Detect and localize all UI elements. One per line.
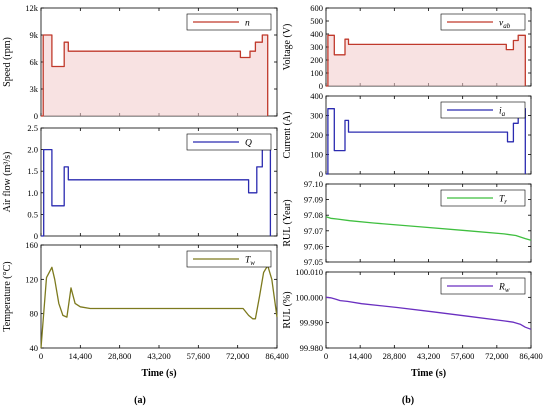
chart-panel-4: 0 100 200 300 400 ia Current (A) bbox=[282, 91, 532, 179]
series-line bbox=[41, 34, 269, 117]
x-tick-label: 28,800 bbox=[383, 351, 406, 361]
x-tick-label: 57,600 bbox=[451, 351, 474, 361]
x-tick-label: 43,200 bbox=[147, 351, 170, 361]
x-tick-label: 28,800 bbox=[108, 351, 131, 361]
legend-label: ia bbox=[499, 107, 506, 119]
y-tick-label: 400 bbox=[310, 91, 323, 101]
y-tick-label: 12k bbox=[25, 3, 39, 13]
series-area bbox=[41, 35, 268, 116]
y-tick-label: 160 bbox=[25, 240, 38, 250]
chart-panel-5: 97.05 97.06 97.07 97.08 97.09 97.10 Tr RUL (Yea… bbox=[282, 179, 532, 267]
y-tick-label: 100.010 bbox=[295, 267, 323, 277]
y-tick-label: 97.05 bbox=[304, 257, 323, 267]
chart-panel-1: 0 0.5 1.0 1.5 2.0 2.5 Q Air flow (m³/s) bbox=[2, 123, 278, 241]
y-tick-label: 97.09 bbox=[304, 195, 323, 205]
y-tick-label: 40 bbox=[30, 343, 39, 353]
x-tick-label: 14,400 bbox=[348, 351, 371, 361]
y-axis-label: Current (A) bbox=[282, 112, 293, 159]
y-tick-label: 1.5 bbox=[27, 166, 38, 176]
x-tick-label: 0 bbox=[39, 351, 43, 361]
series-area bbox=[326, 35, 526, 86]
y-tick-label: 97.07 bbox=[304, 226, 323, 236]
chart-panel-0: 0 3k 6k 9k 12k n Speed (rpm) bbox=[2, 3, 278, 121]
y-axis-label: RUL (%) bbox=[282, 291, 293, 328]
legend-label: n bbox=[245, 19, 250, 29]
y-tick-label: 2.0 bbox=[27, 145, 38, 155]
y-tick-label: 100 bbox=[310, 150, 323, 160]
y-tick-label: 97.08 bbox=[304, 210, 323, 220]
x-tick-label: 43,200 bbox=[417, 351, 440, 361]
x-tick-label: 72,000 bbox=[485, 351, 508, 361]
y-tick-label: 200 bbox=[310, 55, 323, 65]
y-axis-label: Speed (rpm) bbox=[2, 37, 13, 87]
y-tick-label: 120 bbox=[25, 274, 38, 284]
x-axis-label: Time (s) bbox=[141, 368, 176, 379]
x-tick-label: 57,600 bbox=[187, 351, 210, 361]
chart-panel-6: 99.980 99.990 100.000 100.010 0 14,400 28,800 4… bbox=[282, 267, 543, 379]
y-axis-label: Air flow (m³/s) bbox=[2, 152, 13, 213]
x-tick-label: 86,400 bbox=[519, 351, 542, 361]
y-axis-label: RUL (Year) bbox=[282, 199, 293, 246]
y-tick-label: 1.0 bbox=[27, 188, 38, 198]
y-tick-label: 99.990 bbox=[300, 318, 323, 328]
y-tick-label: 600 bbox=[310, 3, 323, 13]
x-tick-label: 0 bbox=[324, 351, 328, 361]
y-axis-label: Temperature (°C) bbox=[2, 261, 13, 331]
y-tick-label: 3k bbox=[30, 84, 39, 94]
legend-label: Rw bbox=[498, 283, 510, 295]
y-tick-label: 300 bbox=[310, 111, 323, 121]
y-tick-label: 400 bbox=[310, 29, 323, 39]
y-tick-label: 500 bbox=[310, 16, 323, 26]
y-tick-label: 97.10 bbox=[304, 179, 323, 189]
y-tick-label: 2.5 bbox=[27, 123, 38, 133]
y-tick-label: 99.980 bbox=[300, 343, 323, 353]
series-line bbox=[325, 216, 532, 241]
y-tick-label: 100 bbox=[310, 68, 323, 78]
chart-panel-3: 0 100 200 300 400 500 600 vab Voltage (V) bbox=[282, 3, 532, 91]
series-line bbox=[326, 108, 526, 175]
y-axis-label: Voltage (V) bbox=[282, 24, 293, 71]
series-line bbox=[41, 148, 272, 237]
x-tick-label: 72,000 bbox=[226, 351, 249, 361]
series-line bbox=[326, 34, 526, 87]
y-tick-label: 9k bbox=[30, 30, 39, 40]
series-line bbox=[325, 296, 532, 330]
x-axis-label: Time (s) bbox=[411, 368, 446, 379]
panel-label-a: (a) bbox=[134, 395, 146, 406]
y-tick-label: 0.5 bbox=[27, 209, 38, 219]
panel-label-b: (b) bbox=[402, 395, 414, 406]
y-tick-label: 0 bbox=[34, 111, 38, 121]
y-tick-label: 0 bbox=[34, 231, 38, 241]
y-tick-label: 80 bbox=[30, 309, 39, 319]
x-tick-label: 14,400 bbox=[69, 351, 92, 361]
y-tick-label: 100.000 bbox=[295, 292, 323, 302]
y-tick-label: 97.06 bbox=[304, 241, 323, 251]
y-tick-label: 300 bbox=[310, 42, 323, 52]
y-tick-label: 0 bbox=[319, 81, 323, 91]
y-tick-label: 6k bbox=[30, 57, 39, 67]
series-line bbox=[40, 264, 278, 349]
legend-label: Q bbox=[245, 139, 252, 149]
y-tick-label: 0 bbox=[319, 169, 323, 179]
legend-label: vab bbox=[499, 19, 511, 31]
y-tick-label: 200 bbox=[310, 130, 323, 140]
chart-panel-2: 40 80 120 160 0 14,400 28,800 43,200 57,600 72,00… bbox=[2, 240, 289, 379]
legend-label: Tr bbox=[499, 195, 507, 207]
legend-label: Tw bbox=[245, 256, 255, 268]
x-tick-label: 86,400 bbox=[265, 351, 288, 361]
